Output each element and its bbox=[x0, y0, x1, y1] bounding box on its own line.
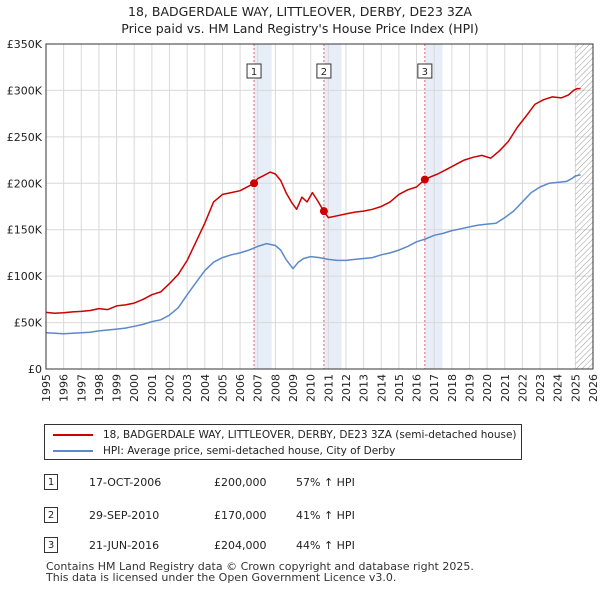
footer-line-1: Contains HM Land Registry data © Crown c… bbox=[46, 560, 474, 573]
transaction-date: 21-JUN-2016 bbox=[89, 538, 160, 552]
x-tick-label: 2006 bbox=[234, 374, 247, 402]
sale-label-number: 2 bbox=[321, 67, 327, 78]
sale-label-box bbox=[316, 63, 332, 79]
property-price-line bbox=[45, 87, 581, 315]
transaction-date: 29-SEP-2010 bbox=[89, 508, 160, 522]
x-tick-label: 2004 bbox=[199, 374, 212, 402]
x-tick-label: 2000 bbox=[128, 374, 141, 402]
sale-point bbox=[319, 207, 328, 216]
x-tick-label: 2001 bbox=[146, 374, 159, 402]
y-tick-label: £0 bbox=[28, 363, 42, 376]
plot-frame bbox=[45, 43, 594, 370]
sale-label-number: 3 bbox=[422, 67, 428, 78]
x-tick-label: 2025 bbox=[569, 374, 582, 402]
x-tick-label: 2010 bbox=[305, 374, 318, 402]
x-tick-label: 2009 bbox=[287, 374, 300, 402]
y-tick-label: £100K bbox=[7, 270, 43, 283]
sale-label-box bbox=[246, 63, 262, 79]
x-tick-label: 2020 bbox=[481, 374, 494, 402]
transaction-price: £204,000 bbox=[214, 538, 267, 552]
title-line-1: 18, BADGERDALE WAY, LITTLEOVER, DERBY, D… bbox=[128, 4, 472, 19]
transaction-price: £200,000 bbox=[214, 475, 267, 489]
x-tick-label: 2016 bbox=[411, 374, 424, 402]
transaction-row: 3 21-JUN-2016 £204,000 44% ↑ HPI bbox=[44, 536, 355, 554]
y-tick-label: £150K bbox=[7, 224, 43, 237]
sale-point bbox=[420, 175, 429, 184]
y-tick-label: £50K bbox=[14, 317, 43, 330]
x-tick-label: 2024 bbox=[552, 374, 565, 402]
chart-title: 18, BADGERDALE WAY, LITTLEOVER, DERBY, D… bbox=[0, 3, 600, 37]
transaction-number: 3 bbox=[44, 537, 58, 553]
chart-legend: 18, BADGERDALE WAY, LITTLEOVER, DERBY, D… bbox=[44, 424, 522, 460]
transaction-date: 17-OCT-2006 bbox=[89, 475, 162, 489]
x-tick-label: 2022 bbox=[516, 374, 529, 402]
x-tick-label: 1999 bbox=[111, 374, 124, 402]
x-tick-label: 2007 bbox=[252, 374, 265, 402]
legend-item-hpi: HPI: Average price, semi-detached house,… bbox=[53, 443, 395, 459]
legend-item-property: 18, BADGERDALE WAY, LITTLEOVER, DERBY, D… bbox=[53, 427, 517, 443]
sale-label-number: 1 bbox=[251, 67, 257, 78]
x-tick-label: 1997 bbox=[75, 374, 88, 402]
x-tick-label: 2003 bbox=[181, 374, 194, 402]
transaction-price: £170,000 bbox=[214, 508, 267, 522]
ownership-band bbox=[254, 44, 272, 369]
x-tick-label: 2005 bbox=[216, 374, 229, 402]
hpi-line bbox=[45, 174, 581, 335]
footer-line-2: This data is licensed under the Open Gov… bbox=[46, 571, 397, 584]
projection-hatch bbox=[575, 44, 593, 369]
transaction-number: 2 bbox=[44, 507, 58, 523]
x-tick-label: 2026 bbox=[587, 374, 600, 402]
x-tick-label: 2013 bbox=[358, 374, 371, 402]
transaction-row: 2 29-SEP-2010 £170,000 41% ↑ HPI bbox=[44, 506, 355, 524]
x-tick-label: 2023 bbox=[534, 374, 547, 402]
x-tick-label: 1998 bbox=[93, 374, 106, 402]
x-tick-label: 2012 bbox=[340, 374, 353, 402]
transaction-row: 1 17-OCT-2006 £200,000 57% ↑ HPI bbox=[44, 473, 355, 491]
y-tick-label: £350K bbox=[7, 38, 43, 51]
sale-label-box bbox=[417, 63, 433, 79]
ownership-band bbox=[323, 44, 342, 369]
y-tick-label: £300K bbox=[7, 84, 43, 97]
legend-label-hpi: HPI: Average price, semi-detached house,… bbox=[103, 445, 396, 457]
transaction-hpi: 44% ↑ HPI bbox=[296, 538, 355, 552]
x-tick-label: 2002 bbox=[164, 374, 177, 402]
legend-swatch-hpi bbox=[53, 450, 93, 452]
x-tick-label: 2008 bbox=[269, 374, 282, 402]
transaction-hpi: 57% ↑ HPI bbox=[296, 475, 355, 489]
x-tick-label: 2011 bbox=[322, 374, 335, 402]
x-tick-label: 2019 bbox=[463, 374, 476, 402]
x-tick-label: 2021 bbox=[499, 374, 512, 402]
legend-swatch-property bbox=[53, 434, 93, 436]
x-tick-label: 1995 bbox=[40, 374, 53, 402]
x-tick-label: 2017 bbox=[428, 374, 441, 402]
ownership-band bbox=[424, 44, 443, 369]
x-tick-label: 1996 bbox=[58, 374, 71, 402]
legend-label-property: 18, BADGERDALE WAY, LITTLEOVER, DERBY, D… bbox=[103, 429, 517, 441]
y-tick-label: £200K bbox=[7, 177, 43, 190]
price-chart: 1 2 3 £0 £50K £100K £150K £200K £250K £300K £350K… bbox=[7, 38, 600, 402]
x-tick-label: 2018 bbox=[446, 374, 459, 402]
transaction-hpi: 41% ↑ HPI bbox=[296, 508, 355, 522]
y-tick-label: £250K bbox=[7, 131, 43, 144]
title-line-2: Price paid vs. HM Land Registry's House … bbox=[121, 21, 479, 36]
x-tick-label: 2014 bbox=[375, 374, 388, 402]
sale-point bbox=[250, 179, 259, 188]
x-tick-label: 2015 bbox=[393, 374, 406, 402]
footer-attribution: Contains HM Land Registry data © Crown c… bbox=[46, 561, 474, 583]
transaction-number: 1 bbox=[44, 474, 58, 490]
